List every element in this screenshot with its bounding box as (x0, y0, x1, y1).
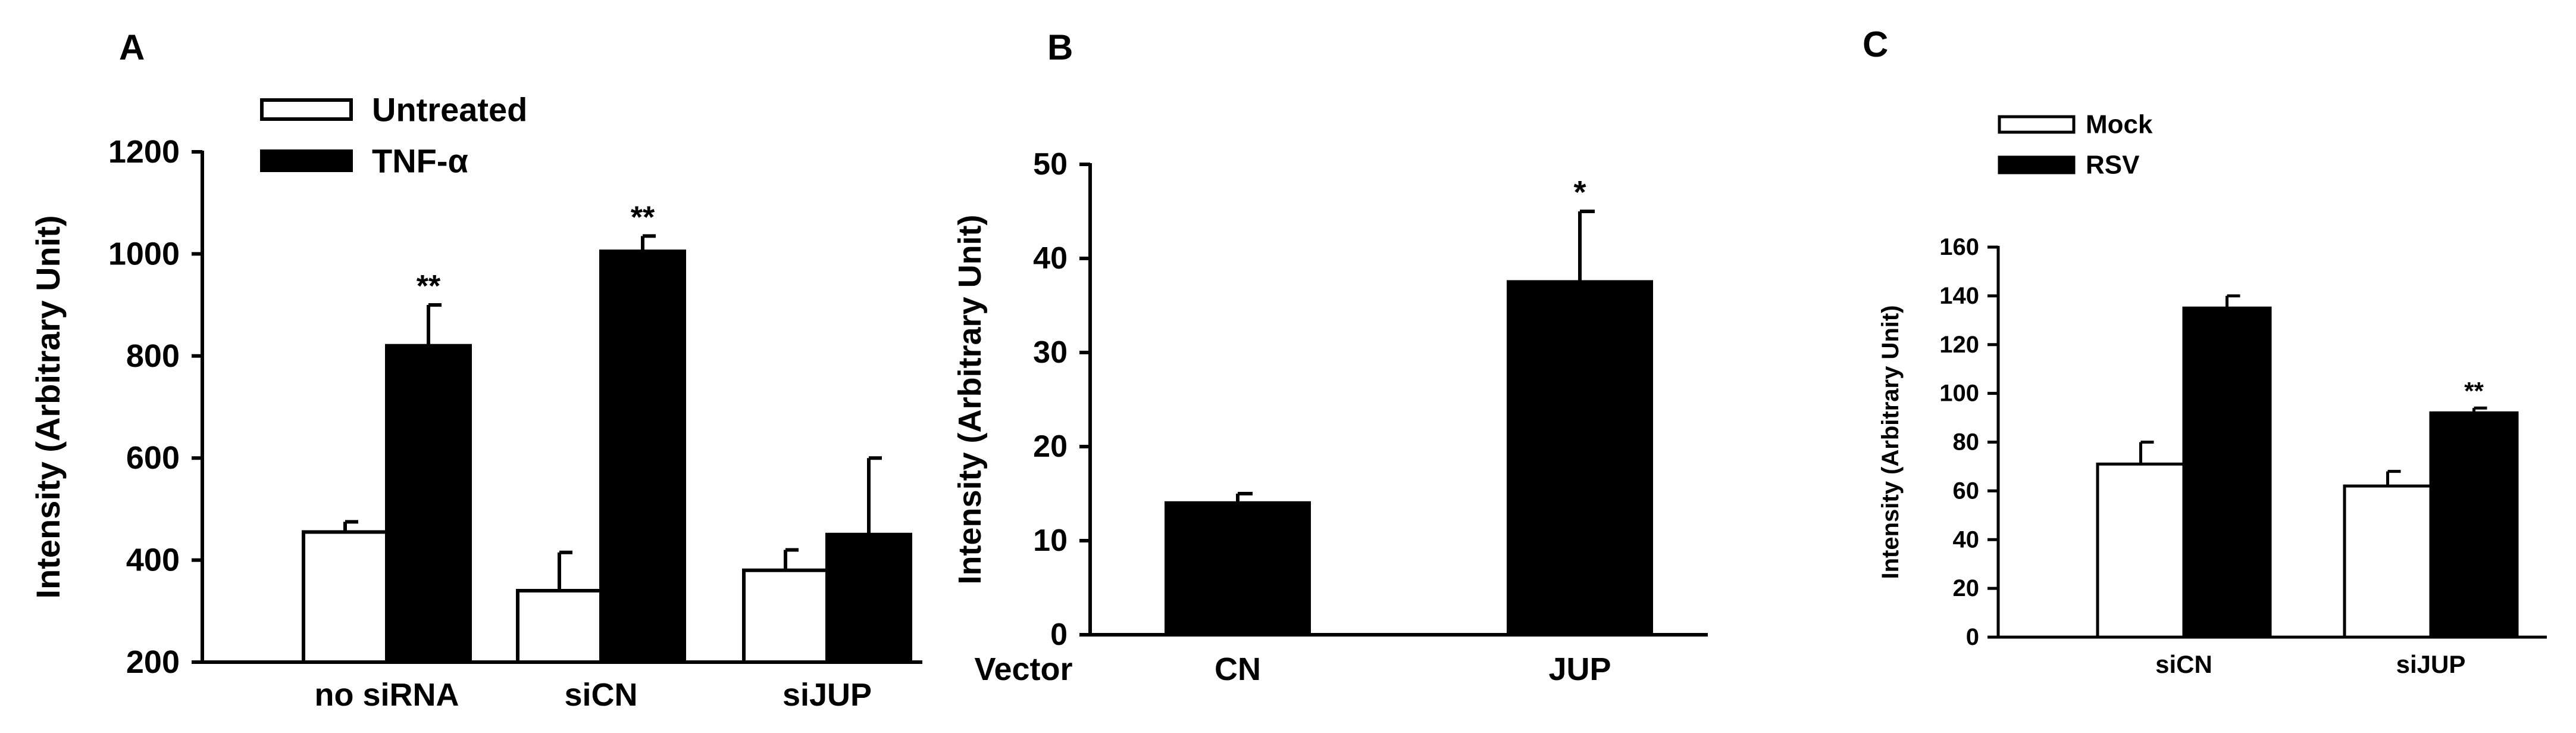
x-tick-label: CN (1215, 651, 1261, 687)
x-tick-label: JUP (1548, 651, 1611, 687)
y-tick-label: 80 (1953, 429, 1980, 456)
bar-no-sirna-untreated (302, 530, 389, 665)
x-tick-label: siJUP (2396, 650, 2466, 678)
y-tick-label: 30 (1033, 335, 1068, 370)
y-axis-label: Intensity (Arbitrary Unit) (952, 214, 988, 584)
significance-marker: ** (417, 269, 441, 304)
y-tick-label: 600 (126, 440, 180, 476)
x-tick-label: no siRNA (315, 677, 459, 713)
bar-jup (1507, 280, 1653, 637)
y-tick-label: 120 (1939, 332, 1979, 358)
y-tick-label: 800 (126, 338, 180, 374)
y-tick-label: 60 (1953, 478, 1980, 504)
y-tick-label: 50 (1033, 147, 1068, 182)
y-tick-label: 20 (1033, 429, 1068, 464)
bar-sicn-tnf- (599, 249, 686, 664)
y-tick-label: 1200 (108, 134, 180, 170)
y-tick-label: 200 (126, 644, 180, 680)
y-tick-label: 40 (1033, 241, 1068, 276)
y-tick-label: 0 (1966, 624, 1979, 650)
legend-swatch (1998, 155, 2076, 174)
bar-sijup-rsv (2429, 411, 2519, 639)
legend-swatch (260, 149, 353, 172)
legend-label: Mock (2086, 110, 2153, 139)
legend-label: Untreated (372, 91, 527, 129)
legend-swatch (1998, 115, 2076, 134)
bar-sicn-untreated (516, 589, 603, 665)
panel-label-B: B (1047, 27, 1073, 67)
x-tick-label: siCN (564, 677, 637, 713)
bar-sijup-untreated (742, 568, 829, 664)
y-tick-label: 40 (1953, 526, 1980, 553)
panel-label-A: A (119, 27, 145, 67)
bar-cn (1165, 501, 1311, 637)
significance-marker: ** (631, 200, 655, 235)
y-tick-label: 20 (1953, 575, 1980, 601)
bar-sijup-tnf- (825, 532, 912, 664)
bar-no-sirna-tnf- (385, 344, 472, 664)
x-axis-label: Vector (974, 651, 1072, 687)
y-tick-label: 0 (1050, 617, 1068, 652)
y-tick-label: 400 (126, 542, 180, 578)
bar-sicn-mock (2096, 462, 2186, 639)
x-tick-label: siCN (2155, 650, 2212, 678)
y-tick-label: 10 (1033, 523, 1068, 558)
y-tick-label: 100 (1939, 380, 1979, 407)
legend-label: RSV (2086, 151, 2140, 180)
bar-sijup-mock (2343, 484, 2433, 639)
significance-marker: * (1573, 174, 1586, 210)
y-tick-label: 1000 (108, 236, 180, 272)
legend-swatch (260, 98, 353, 121)
panel-label-C: C (1863, 24, 1888, 64)
bar-sicn-rsv (2182, 306, 2272, 639)
significance-marker: ** (2464, 377, 2484, 405)
x-tick-label: siJUP (782, 677, 872, 713)
y-tick-label: 140 (1939, 283, 1979, 309)
y-axis-label: Intensity (Arbitrary Unit) (29, 215, 67, 598)
y-tick-label: 160 (1939, 234, 1979, 260)
y-axis-label: Intensity (Arbitrary Unit) (1877, 305, 1904, 579)
legend-label: TNF-α (372, 142, 468, 180)
